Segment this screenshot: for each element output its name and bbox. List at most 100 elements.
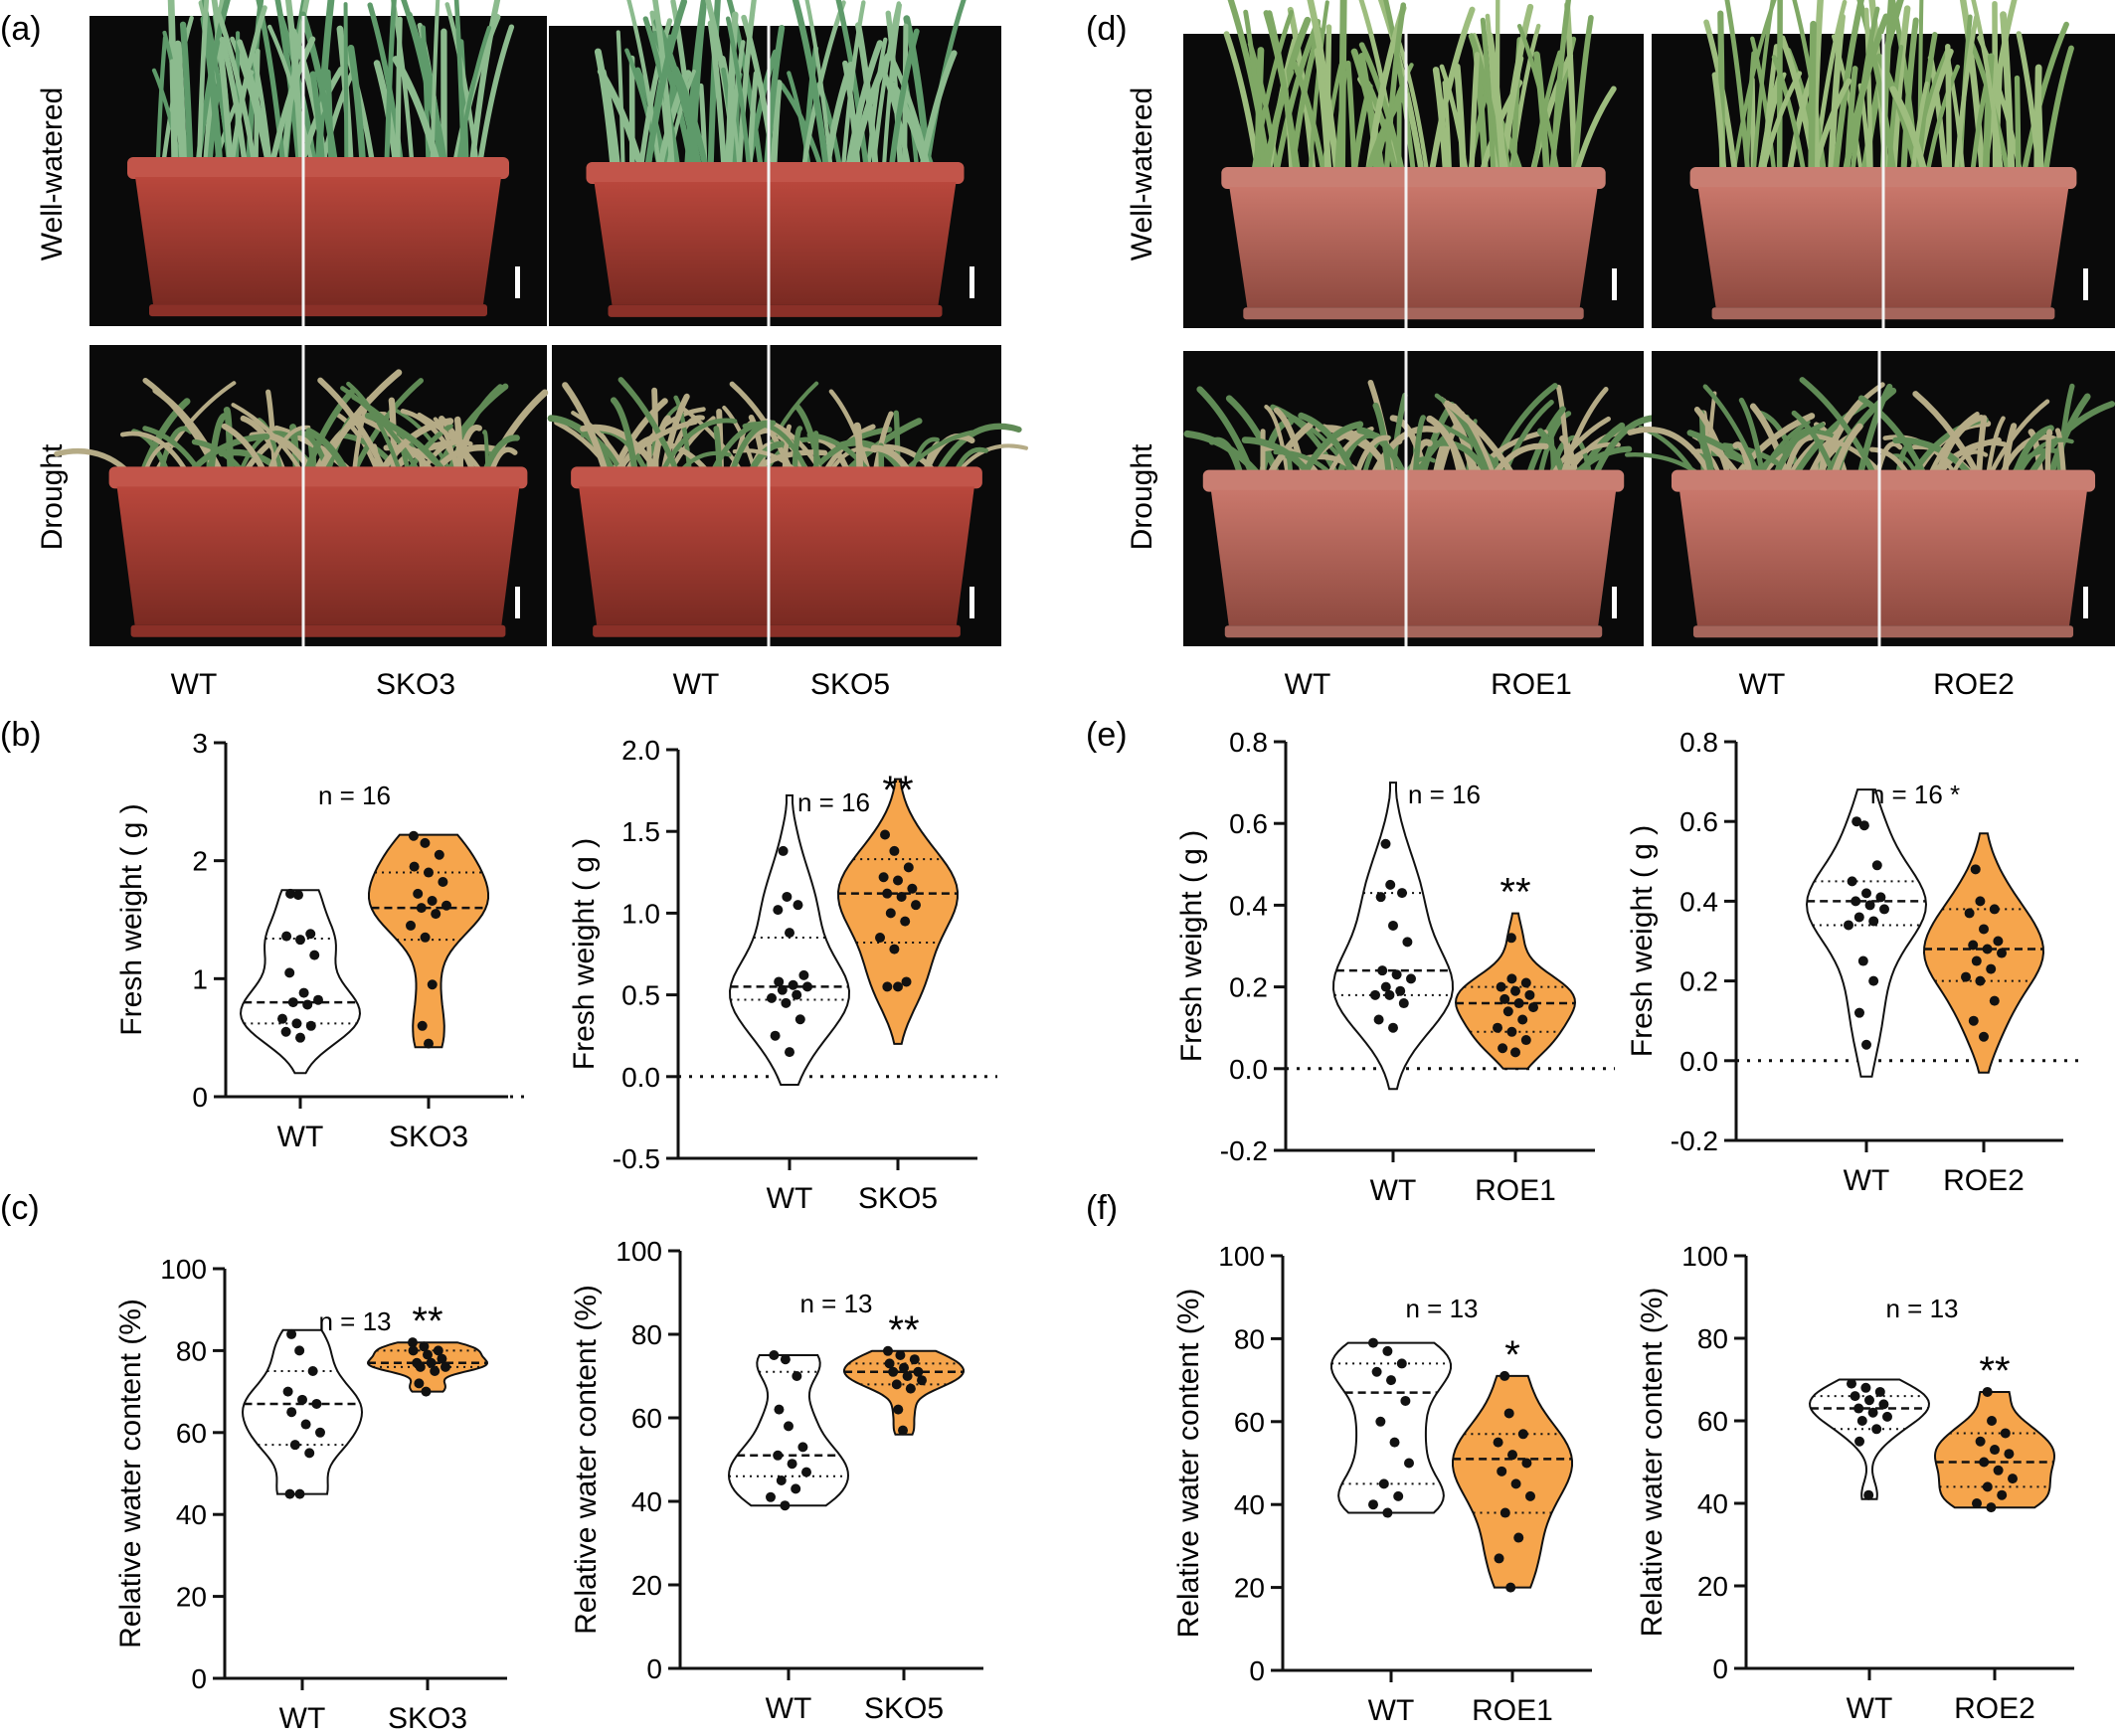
data-point <box>1858 956 1868 966</box>
data-point <box>1381 839 1391 849</box>
data-point <box>779 846 789 856</box>
photo-a2-wt-label: WT <box>673 668 720 701</box>
data-point <box>295 1033 305 1043</box>
data-point <box>1402 937 1412 947</box>
data-point <box>1875 1387 1885 1397</box>
data-point <box>1861 1040 1871 1050</box>
y-tick-label: 80 <box>176 1335 207 1366</box>
violin-wt <box>1810 1379 1929 1500</box>
y-axis-title: Relative water content (%) <box>1172 1289 1205 1639</box>
y-tick-label: 1.5 <box>621 816 660 847</box>
data-point <box>1370 990 1380 1000</box>
data-point <box>1518 1429 1528 1439</box>
y-axis-title: Fresh weight ( g ) <box>1175 830 1208 1062</box>
significance-label: * <box>1504 1333 1520 1377</box>
x-tick-label: SKO5 <box>864 1692 944 1725</box>
data-point <box>1993 937 2003 947</box>
x-tick-label: WT <box>1847 1692 1893 1725</box>
violin-sko5 <box>844 1346 964 1436</box>
y-tick-label: 1.0 <box>621 898 660 929</box>
data-point <box>1397 1358 1407 1368</box>
data-point <box>1844 920 1853 930</box>
data-point <box>906 1384 916 1394</box>
data-point <box>1961 972 1971 982</box>
data-point <box>418 1021 428 1031</box>
data-point <box>1868 1408 1878 1418</box>
pot-body <box>117 486 520 624</box>
data-point <box>416 1362 426 1372</box>
data-point <box>1382 1346 1392 1356</box>
scale-bar <box>515 587 520 618</box>
data-point <box>1528 1002 1538 1012</box>
data-point <box>879 872 889 882</box>
data-point <box>910 1354 920 1364</box>
data-point <box>1506 973 1516 983</box>
y-tick-label: 20 <box>176 1582 207 1613</box>
data-point <box>1506 933 1516 943</box>
y-axis-title: Fresh weight ( g ) <box>115 803 148 1035</box>
plant-photo-a2-dr <box>551 345 1026 646</box>
y-tick-label: 40 <box>1234 1489 1265 1520</box>
y-tick-label: 0.0 <box>1229 1054 1268 1085</box>
violin-body <box>838 780 958 1044</box>
scale-bar <box>1612 587 1617 618</box>
scale-bar <box>2083 268 2088 300</box>
data-point <box>1500 1508 1510 1518</box>
y-tick-label: 0 <box>192 1082 208 1113</box>
y-tick-label: 0.6 <box>1229 808 1268 839</box>
data-point <box>1399 998 1409 1008</box>
data-point <box>1521 1035 1531 1045</box>
data-point <box>295 935 305 945</box>
leaf <box>346 4 347 175</box>
plant-photo-d1-dr <box>1183 351 1659 646</box>
data-point <box>277 1014 287 1024</box>
data-point <box>409 831 419 841</box>
data-point <box>792 1371 801 1381</box>
data-point <box>295 1489 305 1499</box>
data-point <box>802 981 812 991</box>
violin-roe2 <box>1924 833 2043 1073</box>
data-point <box>1397 888 1407 898</box>
pot-body <box>579 486 974 624</box>
data-point <box>893 1405 903 1415</box>
data-point <box>438 877 447 887</box>
pot-tray <box>593 625 961 637</box>
data-point <box>893 876 903 886</box>
data-point <box>781 1354 791 1364</box>
row-label-well-watered-d: Well-watered <box>1126 87 1158 261</box>
data-point <box>1868 916 1878 926</box>
scale-bar <box>970 266 974 298</box>
data-point <box>1505 1583 1515 1593</box>
data-point <box>1865 900 1875 910</box>
data-point <box>284 967 294 977</box>
scale-bar <box>970 587 974 618</box>
plant-photo-d2-ww <box>1652 0 2115 328</box>
data-point <box>1376 892 1386 902</box>
data-point <box>1872 860 1882 870</box>
data-point <box>1854 1437 1864 1447</box>
y-tick-label: 100 <box>1681 1241 1728 1272</box>
scale-bar <box>515 266 520 298</box>
data-point <box>1503 1006 1513 1016</box>
data-point <box>801 1468 811 1477</box>
panel-label-d: (d) <box>1086 10 1128 48</box>
data-point <box>281 1027 291 1037</box>
y-tick-label: 1 <box>192 963 208 994</box>
data-point <box>880 829 890 839</box>
x-tick-label: WT <box>277 1121 324 1153</box>
data-point <box>1521 977 1531 987</box>
y-axis-title: Fresh weight ( g ) <box>1626 825 1659 1057</box>
data-point <box>309 951 319 960</box>
row-label-drought-a: Drought <box>36 443 69 550</box>
data-point <box>293 890 303 900</box>
data-point <box>1860 1383 1870 1393</box>
y-tick-label: 0.0 <box>621 1062 660 1093</box>
data-point <box>889 846 899 856</box>
data-point <box>424 868 434 878</box>
data-point <box>1859 820 1869 830</box>
data-point <box>1511 1478 1521 1488</box>
y-axis-title: Relative water content (%) <box>570 1285 603 1635</box>
